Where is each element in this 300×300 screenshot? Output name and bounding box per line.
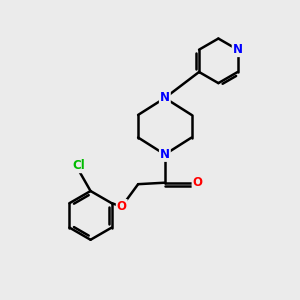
Text: N: N	[160, 148, 170, 161]
Text: O: O	[193, 176, 202, 189]
Text: Cl: Cl	[72, 159, 85, 172]
Text: N: N	[233, 43, 243, 56]
Text: O: O	[117, 200, 127, 213]
Text: N: N	[160, 92, 170, 104]
